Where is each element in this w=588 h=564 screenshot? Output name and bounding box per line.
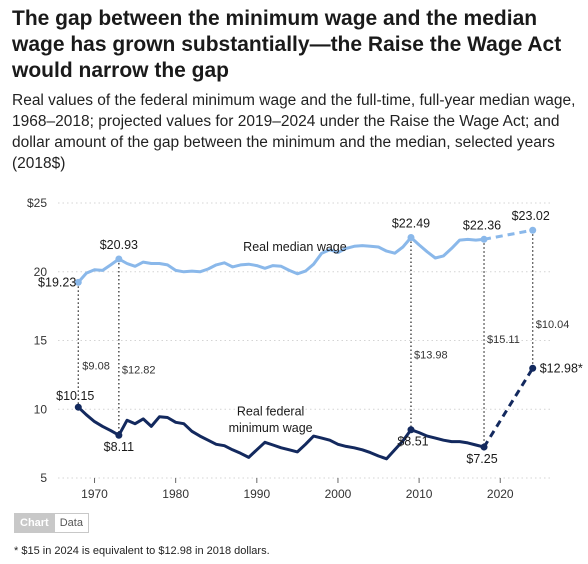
x-tick-label: 1990 (243, 487, 270, 501)
point-label: $8.11 (104, 440, 134, 454)
data-point (407, 234, 415, 242)
x-tick-label: 2000 (325, 487, 352, 501)
series-label: Real federal (237, 404, 304, 418)
x-tick-label: 1980 (162, 487, 189, 501)
point-label: $23.02 (512, 209, 550, 223)
point-label: $7.25 (466, 452, 497, 466)
data-point (529, 226, 537, 234)
data-point (407, 426, 415, 434)
data-point (529, 364, 537, 372)
chart-subtitle: Real values of the federal minimum wage … (12, 92, 576, 172)
gap-label: $13.98 (414, 349, 448, 361)
gap-label: $12.82 (122, 364, 156, 376)
median-wage-line (77, 236, 485, 284)
series-lines (74, 226, 537, 461)
data-point (480, 235, 488, 243)
line-chart: 5 10 15 20 $25 1970 1980 1990 2000 2010 2020 $9.08… (27, 196, 583, 501)
axis-ticks: 5 10 15 20 $25 1970 1980 1990 2000 2010 2020 (27, 196, 514, 501)
point-label: $8.51 (397, 435, 428, 449)
tab-chart[interactable]: Chart (14, 513, 55, 533)
y-tick-label: 10 (34, 402, 48, 416)
data-point (74, 403, 82, 411)
data-point (115, 255, 123, 263)
point-label: $22.36 (463, 218, 501, 232)
minimum-wage-line (77, 406, 485, 461)
gap-lines (77, 230, 534, 448)
gap-label: $9.08 (82, 360, 110, 372)
point-label: $20.93 (100, 238, 138, 252)
tab-data[interactable]: Data (54, 513, 89, 533)
y-tick-label: 15 (34, 334, 48, 348)
median-wage-projected-line (483, 228, 533, 241)
data-point (115, 431, 123, 439)
x-tick-label: 1970 (81, 487, 108, 501)
point-label: $12.98* (540, 361, 583, 375)
x-tick-label: 2010 (406, 487, 433, 501)
footnote: * $15 in 2024 is equivalent to $12.98 in… (14, 545, 270, 557)
x-tick-label: 2020 (487, 487, 514, 501)
y-tick-label: 20 (34, 265, 48, 279)
y-tick-label: $25 (27, 196, 47, 210)
y-tick-label: 5 (40, 471, 47, 485)
chart-title: The gap between the minimum wage and the… (12, 7, 562, 82)
minimum-wage-projected-line (482, 367, 534, 448)
point-label: $19.23 (38, 275, 76, 289)
gap-label: $15.11 (487, 334, 520, 346)
gap-label: $10.04 (536, 319, 570, 331)
series-label: Real median wage (243, 240, 347, 254)
data-point (480, 443, 488, 451)
point-label: $10.15 (56, 389, 94, 403)
data-point (74, 278, 82, 286)
series-label: minimum wage (229, 421, 313, 435)
view-tabs: Chart Data (14, 513, 89, 533)
point-label: $22.49 (392, 217, 430, 231)
annotations: $9.08 $12.82 $13.98 $15.11 $10.04 $19.23 $20.9… (38, 209, 583, 466)
